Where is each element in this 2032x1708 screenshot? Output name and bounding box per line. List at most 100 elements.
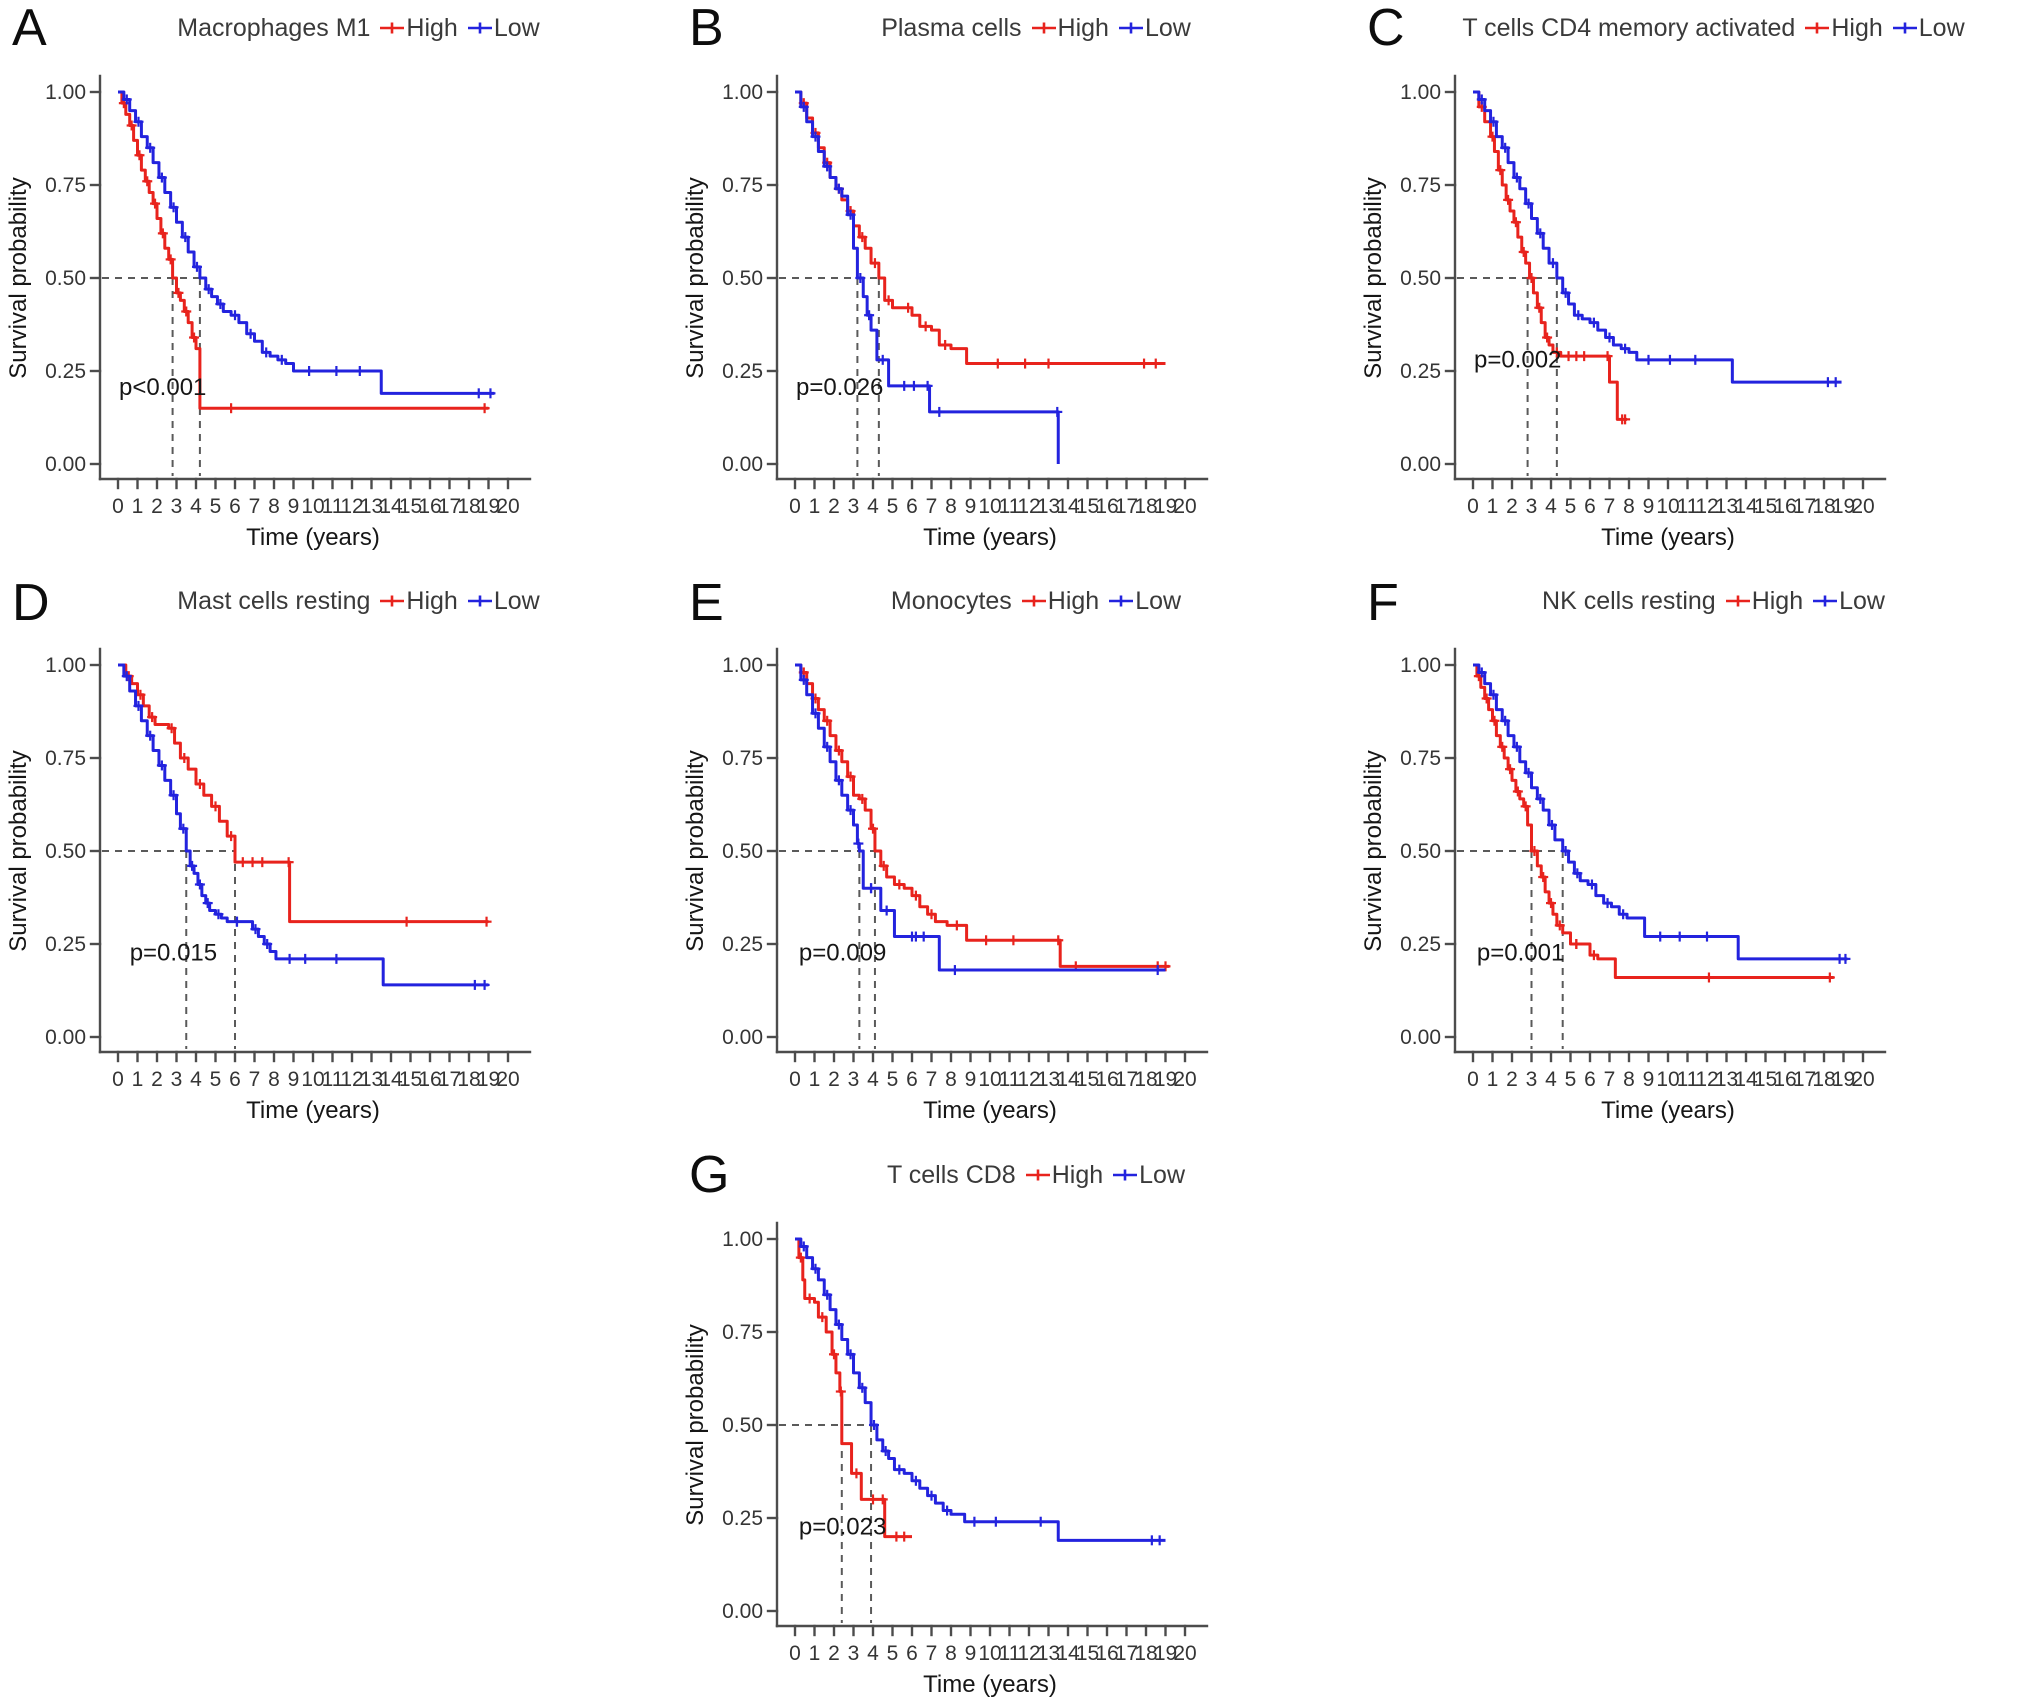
svg-text:2: 2 [828,1068,840,1091]
svg-text:9: 9 [965,1068,977,1091]
svg-text:16: 16 [1095,1068,1118,1091]
svg-text:7: 7 [1604,1068,1616,1091]
svg-text:15: 15 [1076,1642,1099,1665]
low-line-plus-icon [1892,22,1917,34]
legend-item-low: Low [1892,14,1965,43]
svg-text:13: 13 [1037,495,1060,518]
low-line-plus-icon [467,22,492,34]
svg-text:15: 15 [1076,1068,1099,1091]
svg-text:17: 17 [1793,495,1816,518]
svg-text:14: 14 [379,495,403,518]
svg-text:0.00: 0.00 [45,1026,86,1049]
svg-text:Time (years): Time (years) [923,1671,1057,1698]
svg-text:0.75: 0.75 [722,1321,763,1344]
km-curve-low [795,663,1166,972]
panel-letter-a: A [12,0,47,57]
svg-text:15: 15 [1754,1068,1777,1091]
svg-text:13: 13 [1715,1068,1738,1091]
svg-text:6: 6 [229,495,241,518]
svg-text:20: 20 [1851,495,1874,518]
svg-text:0.75: 0.75 [45,174,86,197]
svg-text:19: 19 [477,495,500,518]
svg-text:19: 19 [1154,495,1177,518]
low-line-plus-icon [1118,22,1143,34]
svg-text:Time (years): Time (years) [923,1097,1057,1124]
svg-text:14: 14 [1734,495,1758,518]
high-line-plus-icon [1025,1169,1050,1181]
km-plot-d: 0.000.250.500.751.000 1 2 3 4 5 6 7 8 9 1011121314… [5,647,532,1124]
legend-label-high: High [1057,13,1109,42]
high-line-plus-icon [380,22,405,34]
high-line-plus-icon [1021,595,1046,607]
svg-text:8: 8 [1623,1068,1635,1091]
km-curve-low [118,663,489,987]
svg-text:p=0.023: p=0.023 [799,1514,886,1541]
svg-text:0.25: 0.25 [1400,933,1441,956]
svg-text:11: 11 [1677,495,1699,518]
svg-text:5: 5 [887,495,899,518]
svg-text:4: 4 [190,1068,202,1091]
km-plot-f: 0.000.250.500.751.000 1 2 3 4 5 6 7 8 9 1011121314… [1360,647,1887,1124]
svg-text:17: 17 [1793,1068,1816,1091]
km-plot-c: 0.000.250.500.751.000 1 2 3 4 5 6 7 8 9 1011121314… [1360,74,1887,551]
panel-header-a: Macrophages M1 High Low [0,0,677,56]
legend-label-high: High [406,586,458,615]
legend-item-low: Low [467,587,540,616]
svg-text:0.00: 0.00 [722,1600,763,1623]
legend-item-low: Low [1118,14,1191,43]
svg-text:6: 6 [1584,1068,1596,1091]
svg-text:Survival probability: Survival probability [1360,750,1387,951]
km-plot-group: 0.000.250.500.751.000 1 2 3 4 5 6 7 8 9 1011121314… [682,1221,1209,1698]
svg-text:Time (years): Time (years) [1601,524,1735,551]
svg-text:6: 6 [229,1068,241,1091]
svg-text:4: 4 [190,495,202,518]
panel-header-d: Mast cells resting High Low [0,573,677,629]
svg-text:5: 5 [210,1068,222,1091]
svg-text:0.75: 0.75 [45,747,86,770]
svg-text:1.00: 1.00 [722,1228,763,1251]
legend-label-high: High [1751,586,1804,615]
svg-text:11: 11 [322,495,344,518]
svg-text:0.25: 0.25 [45,360,86,383]
svg-text:15: 15 [1754,495,1777,518]
legend-label-high: High [1051,1160,1104,1189]
panel-letter-f: F [1367,574,1399,632]
svg-text:17: 17 [438,1068,461,1091]
svg-text:1: 1 [809,1068,821,1091]
svg-text:1.00: 1.00 [722,81,763,104]
svg-text:0.25: 0.25 [722,1507,763,1530]
svg-text:11: 11 [999,495,1021,518]
svg-text:3: 3 [1526,495,1538,518]
svg-text:7: 7 [249,1068,261,1091]
svg-text:p=0.009: p=0.009 [799,940,886,967]
svg-text:18: 18 [457,1068,480,1091]
svg-text:2: 2 [151,1068,163,1091]
km-curve-high [795,663,1170,968]
panel-e: E Monocytes High Low 0.00 0.25 0.50 0.75 1.0… [677,565,1355,1135]
svg-text:18: 18 [1812,495,1835,518]
svg-text:9: 9 [965,1642,977,1665]
legend-label-low: Low [1144,13,1191,42]
svg-text:7: 7 [926,1642,938,1665]
svg-text:15: 15 [399,495,422,518]
panel-a: A Macrophages M1 High Low 0.00 0.25 0.50 0.… [0,0,677,565]
svg-text:0: 0 [112,495,124,518]
svg-text:Survival probability: Survival probability [5,177,32,378]
km-plot-group: 0.000.250.500.751.000 1 2 3 4 5 6 7 8 9 1011121314… [1360,74,1887,551]
km-curve-high [795,1237,912,1539]
svg-text:18: 18 [1134,1642,1157,1665]
legend-item-high: High [1025,1161,1103,1190]
svg-text:0: 0 [1467,1068,1479,1091]
svg-text:18: 18 [1134,1068,1157,1091]
svg-text:3: 3 [1526,1068,1538,1091]
legend-label-low: Low [1135,586,1182,615]
km-plot-g: 0.000.250.500.751.000 1 2 3 4 5 6 7 8 9 1011121314… [682,1221,1209,1698]
svg-text:0.75: 0.75 [722,174,763,197]
svg-text:3: 3 [848,1642,860,1665]
svg-text:Survival probability: Survival probability [682,750,709,951]
svg-text:10: 10 [1656,1068,1679,1091]
svg-text:0.25: 0.25 [1400,360,1441,383]
svg-text:12: 12 [1695,1068,1718,1091]
legend-item-high: High [1804,14,1883,43]
svg-text:Time (years): Time (years) [923,524,1057,551]
